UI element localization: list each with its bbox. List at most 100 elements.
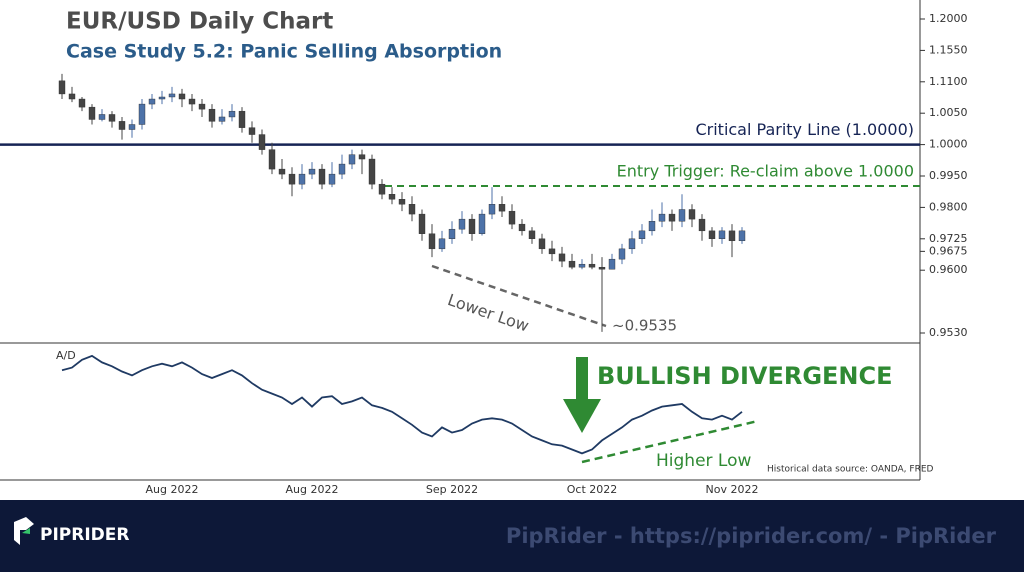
- candle-body: [278, 168, 286, 175]
- candle-body: [498, 204, 506, 212]
- candle-body: [578, 263, 586, 268]
- y-tick-label: 1.1100: [929, 75, 968, 88]
- candle-body: [428, 233, 436, 250]
- candle-body: [488, 204, 496, 215]
- chart-background: [0, 0, 1024, 500]
- y-tick-label: 0.9950: [929, 169, 968, 182]
- candle-body: [698, 218, 706, 232]
- candle-body: [58, 80, 66, 95]
- candle-body: [528, 230, 536, 240]
- candle-body: [538, 238, 546, 250]
- logo-mark: [14, 517, 34, 545]
- candle-body: [208, 108, 216, 122]
- candle-body: [218, 116, 226, 122]
- candle-body: [708, 230, 716, 240]
- candle-body: [518, 223, 526, 232]
- candle-body: [638, 230, 646, 240]
- x-tick-label: Aug 2022: [286, 483, 339, 496]
- divergence-arrow-shaft: [576, 357, 588, 399]
- candle-body: [628, 238, 636, 250]
- low-value-label: ~0.9535: [612, 317, 677, 335]
- candle-body: [678, 209, 686, 222]
- candle-body: [468, 218, 476, 234]
- candle-body: [648, 221, 656, 232]
- candle-body: [478, 213, 486, 234]
- y-tick-label: 1.1550: [929, 43, 968, 56]
- candle-body: [448, 228, 456, 240]
- candle-body: [318, 168, 326, 185]
- candle-body: [258, 134, 266, 150]
- candle-body: [168, 93, 176, 98]
- candle-body: [328, 173, 336, 185]
- candle-body: [588, 263, 596, 268]
- chart-subtitle: Case Study 5.2: Panic Selling Absorption: [66, 41, 502, 63]
- ad-label: A/D: [56, 349, 76, 362]
- candle-body: [128, 124, 136, 130]
- y-tick-label: 1.0000: [929, 138, 968, 151]
- source-note: Historical data source: OANDA, FRED: [767, 465, 934, 475]
- candle-body: [388, 194, 396, 200]
- higher-low-label: Higher Low: [656, 451, 751, 471]
- candle-body: [608, 258, 616, 270]
- y-tick-label: 0.9675: [929, 244, 968, 257]
- footer-brand: PIPRIDER: [40, 525, 129, 545]
- candle-body: [108, 114, 116, 122]
- candle-body: [78, 98, 86, 108]
- candle-body: [348, 154, 356, 165]
- footer-logo: [14, 517, 34, 545]
- candle-body: [298, 173, 306, 185]
- candle-body: [358, 154, 366, 160]
- candle-body: [408, 204, 416, 215]
- y-tick-label: 0.9800: [929, 200, 968, 213]
- logo-accent: [22, 528, 30, 534]
- candle-body: [418, 213, 426, 234]
- reference-label: Critical Parity Line (1.0000): [695, 120, 914, 139]
- candle-body: [398, 199, 406, 205]
- reference-label: Entry Trigger: Re-claim above 1.0000: [617, 162, 914, 181]
- y-tick-label: 0.9600: [929, 263, 968, 276]
- candle-body: [558, 253, 566, 262]
- candle-body: [228, 110, 236, 118]
- footer-band: [0, 500, 1024, 572]
- candle-body: [378, 183, 386, 195]
- x-tick-label: Oct 2022: [567, 483, 618, 496]
- candle-body: [268, 149, 276, 170]
- lower-low-line: [431, 264, 607, 328]
- y-tick-label: 0.9530: [929, 326, 968, 339]
- higher-low-line: [581, 419, 759, 464]
- candle-body: [338, 163, 346, 175]
- candle-body: [118, 121, 126, 130]
- x-tick-label: Aug 2022: [146, 483, 199, 496]
- candle-body: [658, 213, 666, 222]
- candle-body: [738, 230, 746, 242]
- candle-body: [188, 98, 196, 105]
- candle-body: [98, 114, 106, 120]
- candle-body: [368, 158, 376, 185]
- candle-body: [568, 260, 576, 268]
- candle-body: [438, 238, 446, 250]
- candle-body: [718, 230, 726, 240]
- candle-body: [618, 248, 626, 260]
- footer-watermark: PipRider - https://piprider.com/ - PipRi…: [506, 524, 997, 548]
- candle-body: [178, 93, 186, 100]
- candle-body: [688, 209, 696, 220]
- candle-body: [138, 103, 146, 125]
- candle-body: [598, 266, 606, 270]
- candle-body: [728, 230, 736, 242]
- candle-body: [238, 110, 246, 128]
- candle-body: [248, 127, 256, 135]
- candle-body: [198, 103, 206, 110]
- chart-title: EUR/USD Daily Chart: [66, 9, 333, 35]
- candle-body: [308, 168, 316, 175]
- candle-body: [458, 218, 466, 230]
- candle-body: [668, 213, 676, 222]
- candle-body: [88, 106, 96, 120]
- divergence-label: BULLISH DIVERGENCE: [597, 362, 893, 390]
- candle-body: [68, 93, 76, 100]
- divergence-arrow-head: [563, 399, 601, 433]
- x-tick-label: Nov 2022: [706, 483, 759, 496]
- x-tick-label: Sep 2022: [426, 483, 478, 496]
- candle-body: [508, 210, 516, 225]
- y-tick-label: 0.9725: [929, 232, 968, 245]
